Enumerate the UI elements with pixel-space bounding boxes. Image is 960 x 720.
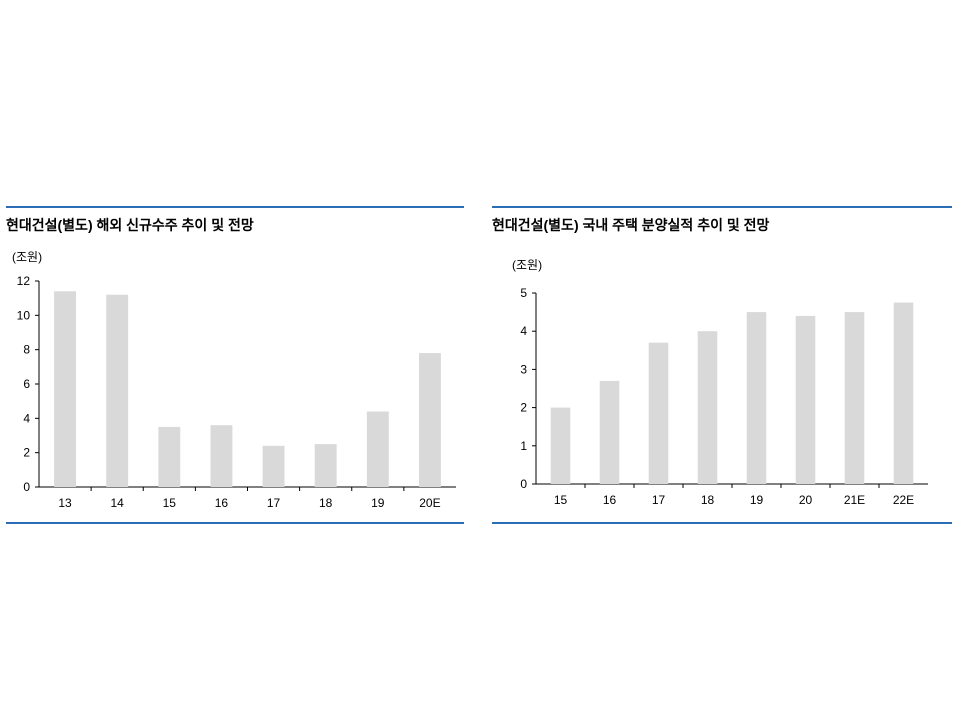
x-tick-label: 22E — [893, 493, 914, 507]
x-tick-label: 20 — [799, 493, 813, 507]
x-tick-label: 15 — [163, 496, 177, 510]
bar — [366, 411, 389, 487]
x-tick-label: 17 — [267, 496, 281, 510]
y-tick-label: 8 — [23, 343, 30, 357]
y-tick-label: 12 — [17, 274, 31, 288]
chart-panel-domestic-housing: 현대건설(별도) 국내 주택 분양실적 추이 및 전망 (조원) 0 1 2 3 4 5 15… — [492, 206, 952, 524]
y-tick-label: 2 — [23, 446, 30, 460]
panel-top-rule — [492, 206, 952, 208]
bar — [210, 425, 233, 487]
y-tick-label: 6 — [23, 377, 30, 391]
x-tick-label: 17 — [652, 493, 666, 507]
bar — [262, 445, 285, 487]
chart-title: 현대건설(별도) 해외 신규수주 추이 및 전망 — [6, 217, 254, 233]
y-tick-label: 0 — [23, 480, 30, 494]
bar — [418, 353, 441, 487]
bar — [648, 342, 669, 484]
bar — [314, 444, 337, 487]
bar — [746, 312, 767, 484]
x-tick-label: 15 — [554, 493, 568, 507]
x-tick-label: 19 — [750, 493, 764, 507]
overseas-orders-bar-chart: (조원) 0 2 4 6 8 10 12 13 14 15 16 17 18 19 20E — [12, 250, 456, 510]
x-tick-label: 16 — [215, 496, 229, 510]
y-tick-label: 1 — [520, 439, 527, 453]
bar — [844, 312, 865, 484]
x-tick-label: 18 — [319, 496, 333, 510]
panel-bottom-rule — [492, 522, 952, 524]
bar — [795, 315, 816, 484]
y-tick-label: 4 — [23, 411, 30, 425]
panel-bottom-rule — [6, 522, 464, 524]
y-tick-label: 10 — [17, 308, 31, 322]
y-tick-label: 3 — [520, 362, 527, 376]
x-tick-label: 14 — [111, 496, 125, 510]
domestic-housing-bar-chart: (조원) 0 1 2 3 4 5 15 16 17 18 19 20 21E 22E — [512, 258, 928, 507]
x-tick-label: 19 — [371, 496, 385, 510]
x-tick-label: 21E — [844, 493, 865, 507]
panel-top-rule — [6, 206, 464, 208]
bar — [550, 407, 571, 484]
bar — [893, 302, 914, 484]
bar — [54, 291, 77, 487]
x-tick-label: 16 — [603, 493, 617, 507]
x-tick-label: 13 — [58, 496, 72, 510]
bar — [106, 294, 129, 487]
chart-panel-overseas-orders: 현대건설(별도) 해외 신규수주 추이 및 전망 (조원) 0 2 4 6 8 10 12 13… — [6, 206, 464, 524]
bar — [599, 380, 620, 484]
bar — [697, 331, 718, 484]
x-tick-label: 18 — [701, 493, 715, 507]
x-tick-label: 20E — [419, 496, 440, 510]
unit-label: (조원) — [12, 250, 42, 264]
y-tick-label: 5 — [520, 286, 527, 300]
unit-label: (조원) — [512, 258, 542, 272]
y-tick-label: 2 — [520, 401, 527, 415]
y-tick-label: 0 — [520, 477, 527, 491]
chart-title: 현대건설(별도) 국내 주택 분양실적 추이 및 전망 — [492, 217, 770, 233]
y-tick-label: 4 — [520, 324, 527, 338]
bar — [158, 426, 181, 487]
